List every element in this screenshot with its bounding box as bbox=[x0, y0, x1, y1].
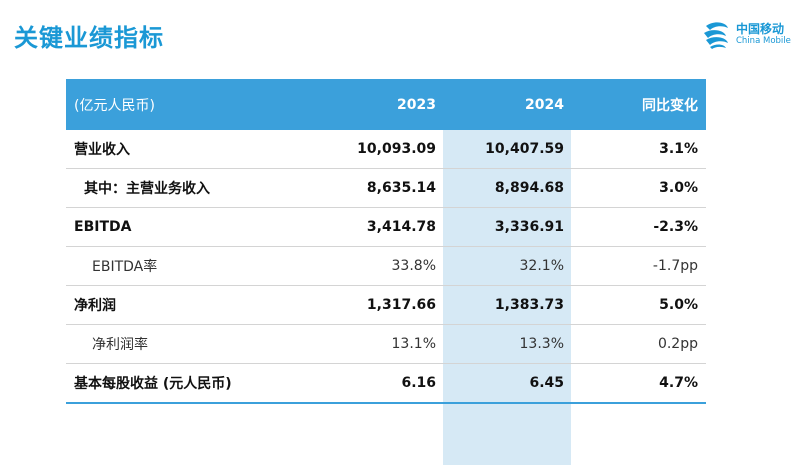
row-value-2023: 1,317.66 bbox=[366, 297, 436, 313]
row-label: 营业收入 bbox=[74, 142, 130, 158]
header-2023: 2023 bbox=[397, 96, 436, 113]
row-value-2023: 6.16 bbox=[401, 375, 436, 391]
row-change: -1.7pp bbox=[652, 258, 698, 274]
row-change: 5.0% bbox=[659, 297, 698, 313]
row-change: -2.3% bbox=[653, 219, 698, 235]
row-change: 0.2pp bbox=[657, 336, 698, 352]
header-2024: 2024 bbox=[525, 96, 564, 113]
table-row: EBITDA 3,414.78 3,336.91 -2.3% bbox=[66, 208, 706, 247]
row-change: 3.1% bbox=[659, 141, 698, 157]
row-label: EBITDA bbox=[74, 219, 132, 235]
row-label: 净利润率 bbox=[92, 337, 148, 353]
row-value-2024: 1,383.73 bbox=[494, 297, 564, 313]
row-value-2024: 32.1% bbox=[519, 258, 564, 274]
header-change: 同比变化 bbox=[642, 97, 698, 114]
table-row: 营业收入 10,093.09 10,407.59 3.1% bbox=[66, 130, 706, 169]
table-row: 其中：主营业务收入 8,635.14 8,894.68 3.0% bbox=[66, 169, 706, 208]
row-value-2024: 3,336.91 bbox=[494, 219, 564, 235]
row-value-2024: 13.3% bbox=[519, 336, 564, 352]
row-value-2024: 8,894.68 bbox=[494, 180, 564, 196]
row-change: 3.0% bbox=[659, 180, 698, 196]
row-value-2024: 6.45 bbox=[529, 375, 564, 391]
table-row: 基本每股收益 (元人民币) 6.16 6.45 4.7% bbox=[66, 364, 706, 404]
table-row: 净利润 1,317.66 1,383.73 5.0% bbox=[66, 286, 706, 325]
row-label: EBITDA率 bbox=[92, 259, 158, 275]
row-label: 基本每股收益 (元人民币) bbox=[74, 376, 232, 392]
kpi-table: (亿元人民币) 2023 2024 同比变化 营业收入 10,093.09 10… bbox=[66, 79, 706, 465]
row-value-2024: 10,407.59 bbox=[485, 141, 564, 157]
row-value-2023: 8,635.14 bbox=[366, 180, 436, 196]
row-change: 4.7% bbox=[659, 375, 698, 391]
column-2024-highlight bbox=[443, 130, 571, 465]
logo-chinese-text: 中国移动 bbox=[736, 22, 785, 36]
row-label: 净利润 bbox=[74, 298, 116, 314]
row-value-2023: 3,414.78 bbox=[366, 219, 436, 235]
row-label: 其中：主营业务收入 bbox=[84, 181, 210, 197]
page-title: 关键业绩指标 bbox=[14, 24, 164, 52]
table-row: 净利润率 13.1% 13.3% 0.2pp bbox=[66, 325, 706, 364]
china-mobile-logo: 中国移动 China Mobile bbox=[700, 18, 796, 52]
table-row: EBITDA率 33.8% 32.1% -1.7pp bbox=[66, 247, 706, 286]
row-value-2023: 33.8% bbox=[391, 258, 436, 274]
china-mobile-swirl-icon bbox=[704, 22, 728, 49]
header-unit: (亿元人民币) bbox=[74, 97, 155, 114]
row-value-2023: 13.1% bbox=[391, 336, 436, 352]
row-value-2023: 10,093.09 bbox=[357, 141, 436, 157]
logo-english-text: China Mobile bbox=[736, 36, 791, 46]
table-header: (亿元人民币) 2023 2024 同比变化 bbox=[66, 79, 706, 130]
